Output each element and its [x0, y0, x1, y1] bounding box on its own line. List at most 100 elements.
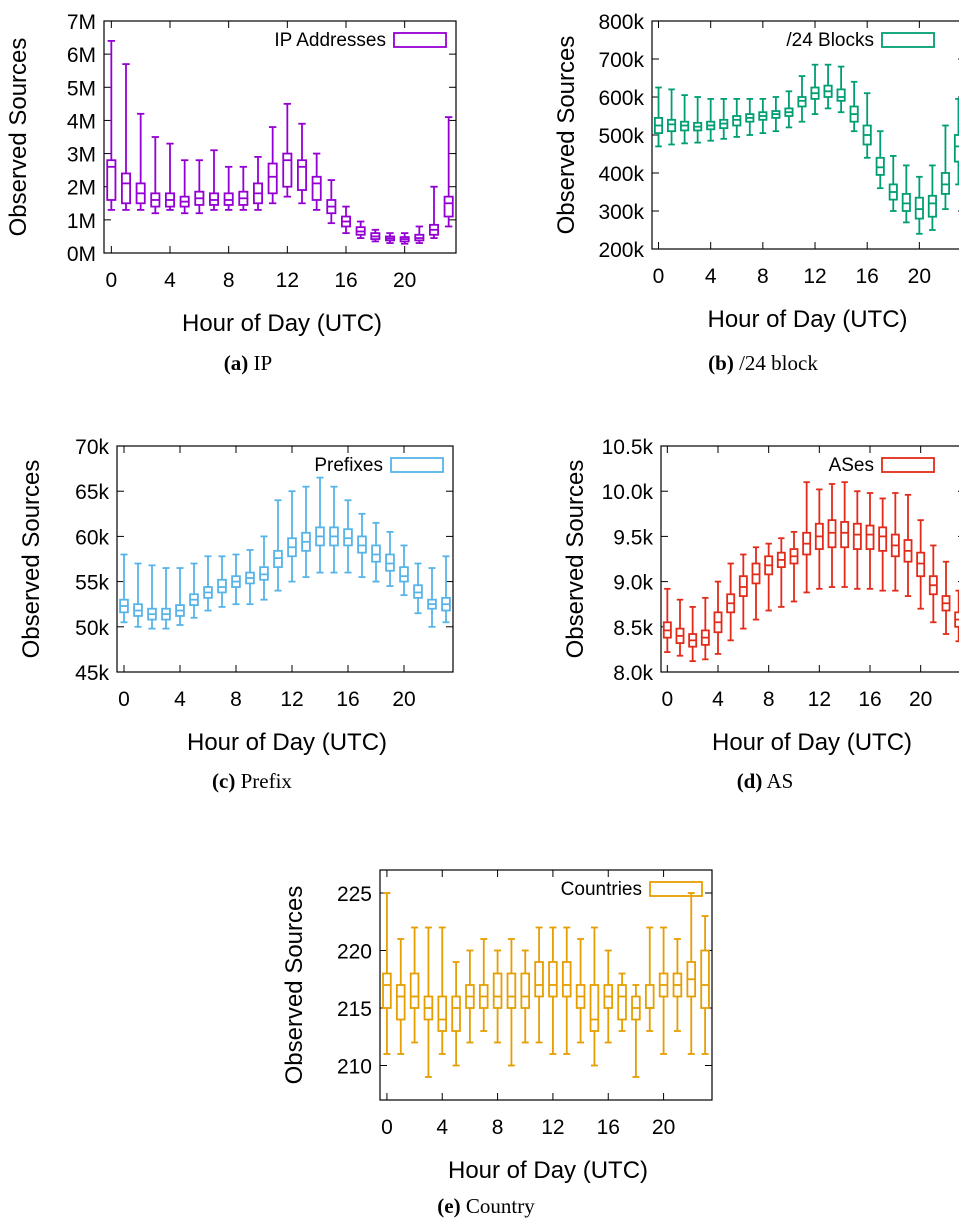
y-axis-label: Observed Sources [562, 460, 589, 659]
box-hour-6 [738, 553, 748, 630]
y-tick-label: 200k [598, 239, 644, 262]
y-tick-label: 700k [598, 49, 644, 72]
box-hour-20 [658, 926, 669, 1055]
box-hour-21 [672, 938, 683, 1032]
x-tick-label: 8 [763, 688, 775, 711]
x-tick-label: 4 [712, 688, 724, 711]
box-hour-12 [287, 490, 297, 583]
box-hour-11 [802, 481, 812, 594]
box-hour-19 [384, 232, 396, 244]
box-iqr [840, 521, 850, 549]
box-iqr [259, 566, 269, 581]
x-tick-label: 20 [393, 269, 416, 292]
box-hour-9 [506, 938, 517, 1067]
box-iqr [738, 575, 748, 597]
box-iqr [732, 115, 742, 127]
x-tick-label: 12 [803, 265, 826, 288]
y-tick-label: 50k [75, 617, 109, 640]
box-iqr [492, 972, 503, 1009]
y-tick-label: 2M [67, 177, 96, 200]
x-tick-label: 0 [381, 1116, 393, 1139]
y-tick-label: 9.5k [613, 526, 653, 549]
x-tick-label: 12 [280, 688, 303, 711]
x-tick-label: 8 [223, 269, 235, 292]
box-hour-13 [823, 63, 833, 110]
plot-frame [116, 445, 454, 673]
box-iqr [282, 152, 293, 188]
x-tick-label: 0 [653, 265, 665, 288]
box-hour-17 [357, 512, 367, 578]
x-tick-label: 12 [276, 269, 299, 292]
figure-caption: (a) IP [224, 351, 272, 375]
box-iqr [296, 159, 308, 191]
box-hour-23 [700, 915, 710, 1055]
box-hour-14 [575, 938, 586, 1044]
box-hour-16 [340, 205, 352, 235]
box-iqr [561, 961, 572, 998]
y-tick-label: 300k [598, 201, 644, 224]
box-hour-4 [437, 926, 448, 1055]
box-iqr [451, 995, 461, 1032]
box-iqr [617, 984, 627, 1021]
box-iqr [385, 553, 395, 572]
box-hour-6 [194, 159, 205, 215]
box-hour-22 [427, 567, 437, 628]
box-hour-13 [827, 483, 837, 588]
x-tick-label: 0 [661, 688, 673, 711]
y-tick-label: 210 [337, 1056, 372, 1079]
y-tick-label: 600k [598, 87, 644, 110]
box-hour-10 [520, 949, 531, 1044]
box-iqr [382, 972, 392, 1009]
box-hour-16 [343, 499, 353, 574]
box-iqr [548, 961, 558, 998]
figure-caption: (d) AS [737, 769, 794, 793]
y-tick-label: 6M [67, 44, 96, 67]
caption-label: (a) [224, 351, 249, 375]
box-hour-0 [119, 553, 129, 624]
box-hour-19 [901, 164, 911, 224]
box-iqr [875, 156, 885, 176]
box-hour-6 [465, 949, 475, 1044]
box-hour-0 [662, 587, 672, 654]
box-hour-5 [451, 961, 461, 1067]
box-hour-0 [653, 86, 664, 148]
box-hour-4 [713, 580, 723, 655]
box-hour-20 [914, 175, 924, 235]
box-hour-2 [688, 606, 698, 663]
box-hour-5 [726, 562, 736, 642]
box-hour-21 [927, 164, 937, 231]
box-hour-9 [245, 549, 255, 606]
box-iqr [395, 984, 406, 1021]
box-hour-18 [371, 521, 381, 583]
x-tick-label: 8 [492, 1116, 504, 1139]
y-tick-label: 70k [75, 436, 109, 459]
box-iqr [827, 519, 837, 549]
box-iqr [700, 949, 710, 1009]
panel-24-blocks: 200k 300k 400k 500k 600k 700k 800k 0 4 8 12 16 20Hou… [553, 11, 959, 375]
box-iqr [106, 159, 117, 201]
box-iqr [267, 162, 278, 195]
x-tick-label: 16 [858, 688, 881, 711]
box-hour-1 [667, 88, 677, 146]
box-hour-19 [385, 530, 395, 588]
legend-label: ASes [829, 455, 874, 476]
caption-text: Country [461, 1194, 536, 1218]
box-hour-9 [776, 537, 786, 608]
box-iqr [217, 578, 227, 594]
x-tick-label: 20 [392, 688, 415, 711]
x-axis-label: Hour of Day (UTC) [707, 306, 907, 333]
x-axis-label: Hour of Day (UTC) [712, 729, 912, 756]
x-tick-label: 16 [334, 269, 357, 292]
box-hour-21 [413, 562, 423, 615]
box-hour-0 [106, 39, 117, 211]
box-iqr [644, 984, 655, 1009]
y-tick-label: 0M [67, 243, 96, 266]
box-hour-9 [238, 165, 249, 211]
box-iqr [901, 192, 911, 212]
box-hour-4 [706, 98, 716, 142]
box-hour-13 [561, 926, 572, 1055]
box-hour-16 [862, 92, 872, 159]
box-iqr [865, 524, 875, 550]
y-tick-label: 220 [337, 941, 372, 964]
